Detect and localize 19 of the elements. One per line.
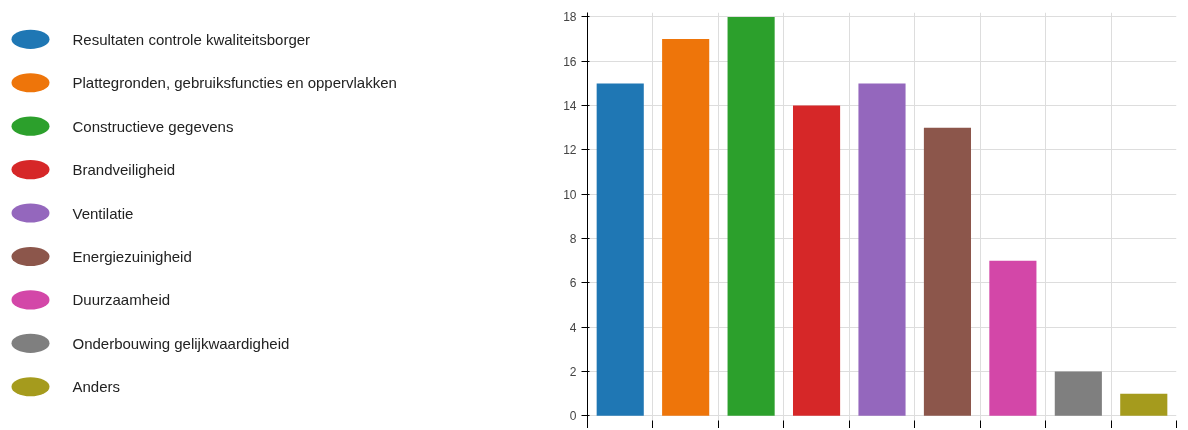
- legend-label: Resultaten controle kwaliteitsborger: [72, 30, 311, 48]
- legend-label: Anders: [72, 378, 121, 396]
- legend-label: Onderbouwing gelijkwaardigheid: [72, 334, 290, 352]
- legend-label: Duurzaamheid: [72, 291, 171, 309]
- y-tick-label: 6: [569, 276, 577, 291]
- legend-label: Energiezuinigheid: [72, 247, 192, 265]
- legend-label: Plattegronden, gebruiksfuncties en oppervlakken: [72, 74, 397, 92]
- y-tick-label: 10: [563, 187, 577, 202]
- y-tick-label: 8: [569, 232, 577, 247]
- y-tick-label: 14: [563, 99, 577, 114]
- y-tick-label: 18: [563, 10, 577, 25]
- y-tick-label: 2: [569, 365, 577, 380]
- legend-label: Ventilatie: [72, 204, 134, 222]
- y-tick-label: 0: [569, 409, 577, 424]
- y-tick-label: 4: [569, 320, 577, 335]
- legend-label: Constructieve gegevens: [72, 117, 234, 135]
- y-tick-label: 16: [563, 54, 577, 69]
- legend-label: Brandveiligheid: [72, 161, 176, 179]
- y-tick-label: 12: [563, 143, 577, 158]
